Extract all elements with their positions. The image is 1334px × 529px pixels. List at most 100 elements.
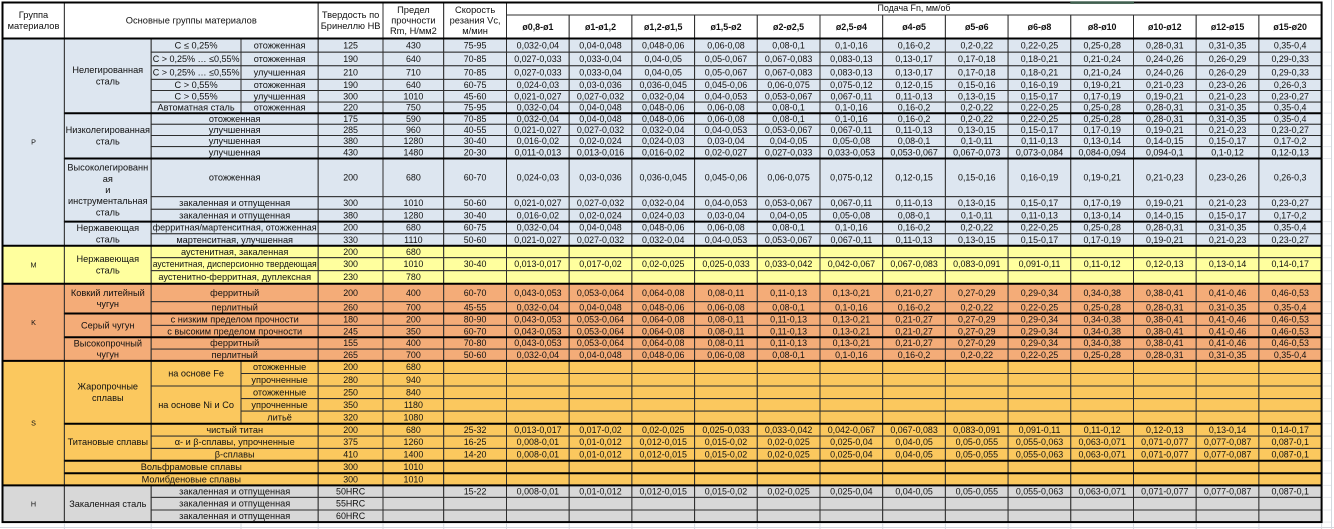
svg-text:0,064-0,08: 0,064-0,08 [642,288,685,298]
svg-text:1260: 1260 [404,437,424,447]
svg-text:0,067-0,073: 0,067-0,073 [953,148,1000,158]
svg-text:0,04-0,053: 0,04-0,053 [705,91,748,101]
svg-text:0,35-0,4: 0,35-0,4 [1274,114,1307,124]
svg-text:75-95: 75-95 [464,40,487,50]
svg-text:чистый титан: чистый титан [206,425,263,435]
svg-text:285: 285 [343,125,358,135]
svg-text:аустенитная, дисперсионно твер: аустенитная, дисперсионно твердеющая [153,259,317,269]
svg-text:0,34-0,38: 0,34-0,38 [1083,288,1121,298]
svg-text:0,027-0,033: 0,027-0,033 [514,68,561,78]
svg-text:60HRC: 60HRC [336,511,366,521]
svg-text:аустенитно-ферритная, дуплексн: аустенитно-ферритная, дуплексная [158,272,311,282]
svg-text:0,34-0,38: 0,34-0,38 [1083,326,1121,336]
svg-text:0,04-0,053: 0,04-0,053 [705,235,748,245]
svg-text:0,46-0,53: 0,46-0,53 [1271,326,1309,336]
svg-text:ø15-ø20: ø15-ø20 [1273,22,1307,32]
svg-text:Вольфрамовые сплавы: Вольфрамовые сплавы [141,462,242,472]
svg-text:0,01-0,012: 0,01-0,012 [579,450,622,460]
svg-text:0,04-0,05: 0,04-0,05 [644,68,682,78]
svg-text:0,024-0,03: 0,024-0,03 [642,210,685,220]
svg-text:0,08-0,1: 0,08-0,1 [772,103,805,113]
svg-text:0,04-0,05: 0,04-0,05 [644,54,682,64]
svg-text:0,31-0,35: 0,31-0,35 [1209,114,1247,124]
svg-text:0,05-0,055: 0,05-0,055 [956,437,999,447]
svg-text:0,025-0,04: 0,025-0,04 [830,450,873,460]
svg-text:0,41-0,46: 0,41-0,46 [1209,314,1247,324]
svg-text:0,08-0,1: 0,08-0,1 [898,210,931,220]
svg-text:0,083-0,13: 0,083-0,13 [830,68,873,78]
svg-text:сталь: сталь [96,234,120,244]
svg-text:30-40: 30-40 [464,259,487,269]
svg-text:640: 640 [406,80,421,90]
svg-text:0,067-0,083: 0,067-0,083 [765,54,812,64]
svg-text:H: H [31,499,36,508]
svg-text:0,06-0,08: 0,06-0,08 [707,114,745,124]
svg-text:C ≤ 0,25%: C ≤ 0,25% [175,40,218,50]
svg-text:0,073-0,084: 0,073-0,084 [1016,148,1063,158]
svg-text:0,04-0,05: 0,04-0,05 [770,210,808,220]
svg-text:0,16-0,19: 0,16-0,19 [1021,80,1059,90]
svg-text:300: 300 [343,91,358,101]
svg-text:0,032-0,04: 0,032-0,04 [642,91,685,101]
svg-text:аустенитная, закаленная: аустенитная, закаленная [181,247,288,257]
svg-text:0,15-0,17: 0,15-0,17 [1021,198,1059,208]
svg-text:0,21-0,23: 0,21-0,23 [1146,173,1184,183]
svg-text:0,2-0,22: 0,2-0,22 [961,350,994,360]
svg-text:0,23-0,27: 0,23-0,27 [1271,198,1309,208]
svg-text:320: 320 [343,412,358,422]
svg-text:0,2-0,22: 0,2-0,22 [961,303,994,313]
svg-text:0,11-0,13: 0,11-0,13 [1021,210,1058,220]
svg-text:60-75: 60-75 [464,80,487,90]
svg-text:640: 640 [406,54,421,64]
svg-text:265: 265 [343,350,358,360]
svg-text:C > 0,25% … ≤0,55%: C > 0,25% … ≤0,55% [153,68,240,78]
svg-text:0,016-0,02: 0,016-0,02 [517,210,560,220]
svg-text:ø12-ø15: ø12-ø15 [1211,22,1245,32]
svg-text:0,053-0,067: 0,053-0,067 [765,198,812,208]
svg-text:45-60: 45-60 [464,91,487,101]
svg-text:0,38-0,41: 0,38-0,41 [1146,288,1184,298]
svg-text:55HRC: 55HRC [336,499,366,509]
svg-text:200: 200 [406,314,421,324]
svg-text:Группа: Группа [19,10,49,20]
svg-text:0,14-0,17: 0,14-0,17 [1271,425,1309,435]
svg-text:0,048-0,06: 0,048-0,06 [642,350,685,360]
svg-text:материалов: материалов [8,21,60,31]
svg-text:0,032-0,04: 0,032-0,04 [517,114,560,124]
svg-text:0,21-0,23: 0,21-0,23 [1209,125,1247,135]
svg-text:0,053-0,064: 0,053-0,064 [577,338,624,348]
svg-text:α- и β-сплавы, упрочненные: α- и β-сплавы, упрочненные [175,437,295,447]
svg-text:0,055-0,063: 0,055-0,063 [1016,486,1063,496]
svg-text:0,08-0,1: 0,08-0,1 [772,223,805,233]
svg-text:0,067-0,11: 0,067-0,11 [831,235,873,245]
svg-text:50-60: 50-60 [464,198,487,208]
svg-text:отожженная: отожженная [209,173,261,183]
svg-text:0,26-0,3: 0,26-0,3 [1274,80,1307,90]
svg-text:430: 430 [406,40,421,50]
svg-text:Нержавеющая: Нержавеющая [77,223,140,233]
svg-text:0,024-0,03: 0,024-0,03 [517,173,560,183]
svg-text:Rm, Н/мм2: Rm, Н/мм2 [390,26,437,36]
svg-text:K: K [31,318,36,327]
svg-text:0,11-0,13: 0,11-0,13 [770,338,807,348]
svg-text:0,032-0,04: 0,032-0,04 [517,223,560,233]
svg-text:0,21-0,24: 0,21-0,24 [1083,54,1121,64]
svg-text:0,16-0,2: 0,16-0,2 [898,223,931,233]
svg-text:0,027-0,033: 0,027-0,033 [514,54,561,64]
svg-text:300: 300 [343,462,358,472]
svg-text:0,063-0,071: 0,063-0,071 [1079,450,1126,460]
svg-text:20-30: 20-30 [464,148,487,158]
svg-text:0,35-0,4: 0,35-0,4 [1274,303,1307,313]
svg-text:Нелегированная: Нелегированная [72,65,143,75]
svg-text:0,021-0,027: 0,021-0,027 [514,235,561,245]
svg-text:0,29-0,33: 0,29-0,33 [1271,54,1309,64]
svg-text:700: 700 [406,350,421,360]
svg-text:0,06-0,075: 0,06-0,075 [767,173,810,183]
svg-text:0,35-0,4: 0,35-0,4 [1274,103,1307,113]
svg-text:отожженная: отожженная [254,103,306,113]
svg-text:0,048-0,06: 0,048-0,06 [642,114,685,124]
svg-text:0,19-0,21: 0,19-0,21 [1146,235,1184,245]
svg-text:0,11-0,13: 0,11-0,13 [770,326,807,336]
svg-text:0,13-0,17: 0,13-0,17 [895,68,933,78]
svg-text:190: 190 [343,54,358,64]
